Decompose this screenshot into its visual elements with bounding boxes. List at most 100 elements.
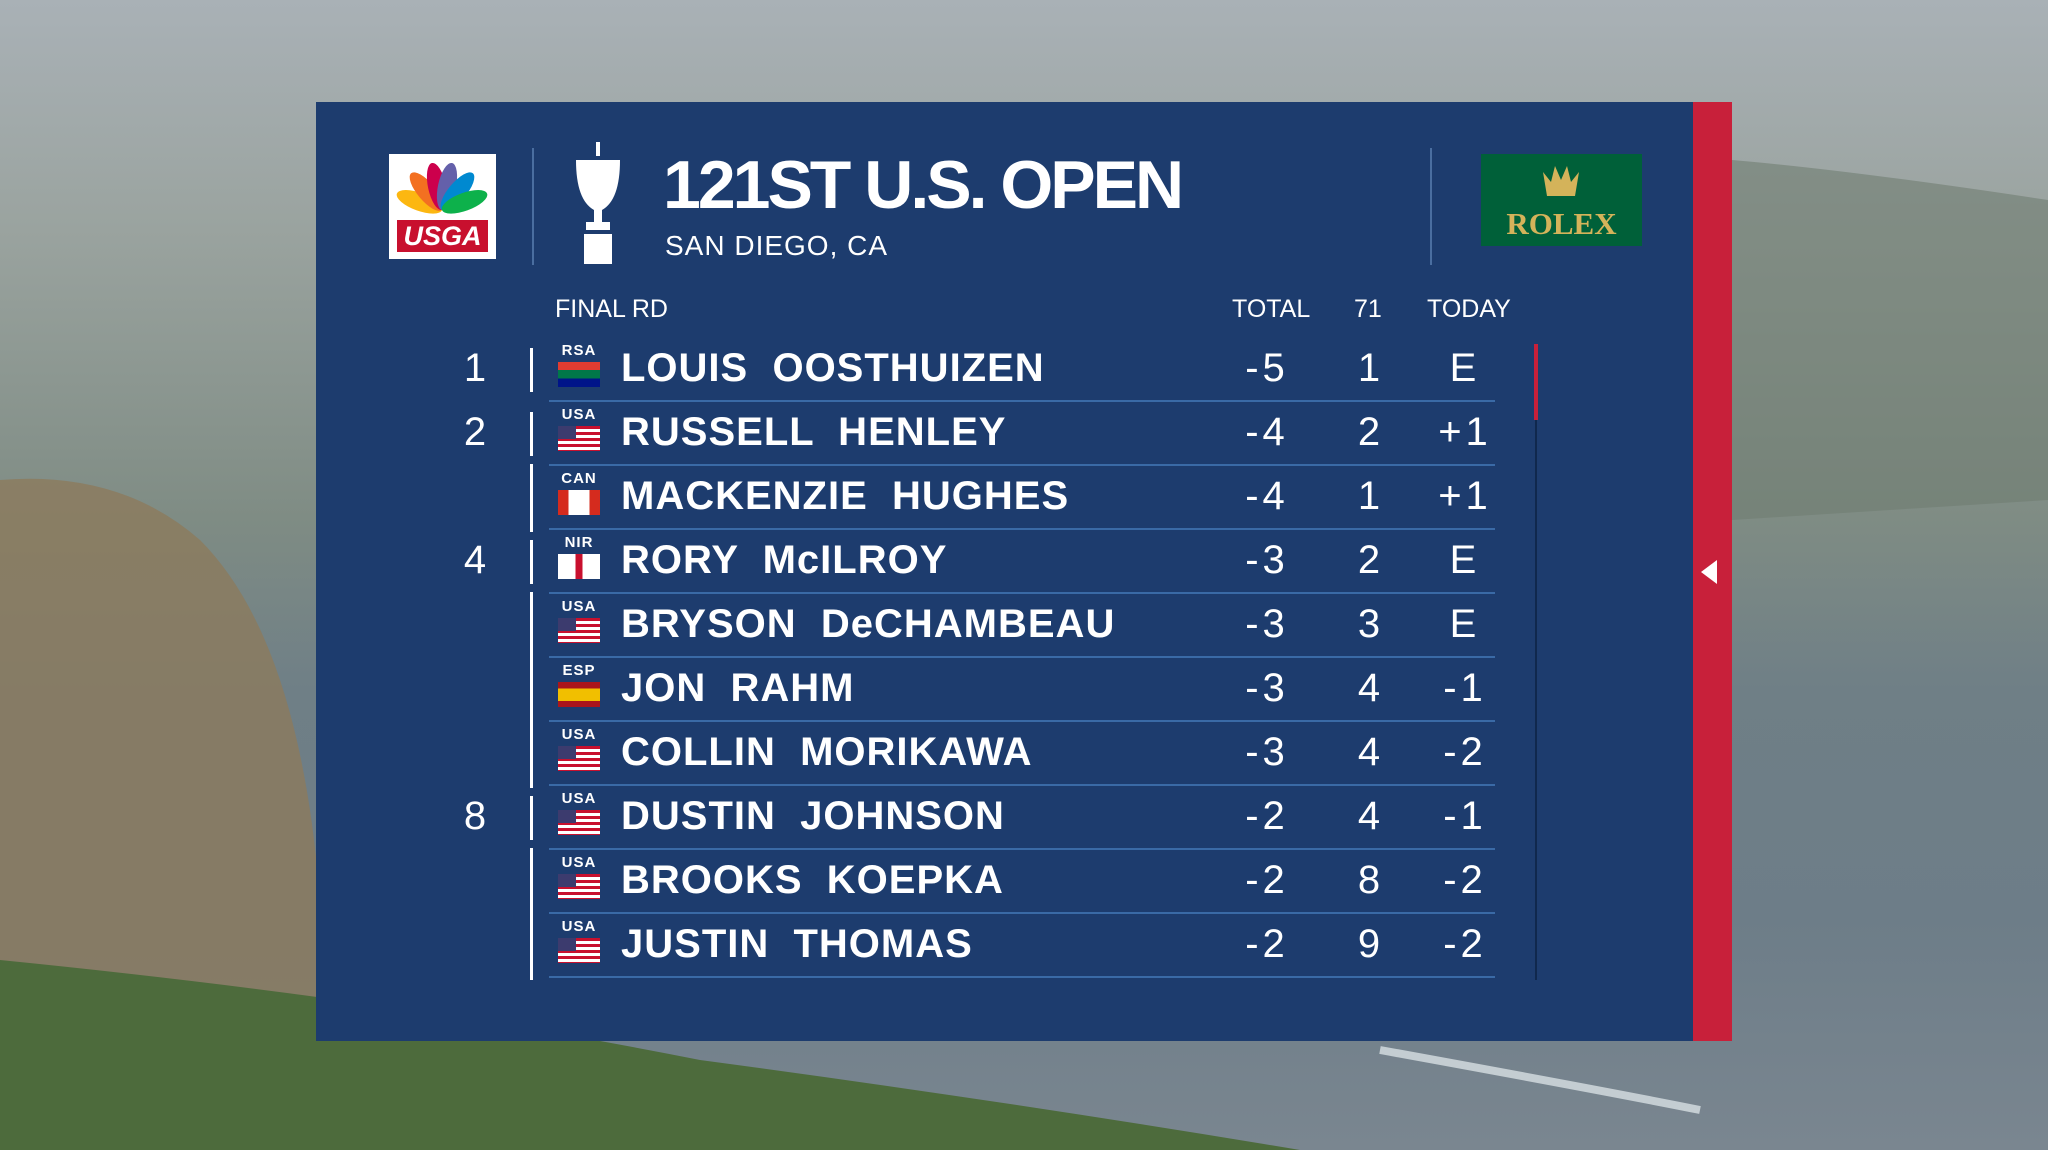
crown: [1543, 166, 1579, 196]
group-divider: [530, 912, 533, 980]
position: 2: [463, 410, 487, 454]
position: 4: [463, 538, 487, 582]
flag: [558, 490, 600, 515]
title: 121ST U.S. OPEN: [663, 147, 1184, 223]
thru: 2: [1357, 410, 1381, 454]
player-name: DUSTIN JOHNSON: [621, 794, 1005, 838]
thru: 9: [1357, 922, 1381, 966]
today-score: +1: [1438, 410, 1492, 454]
row-line: [549, 976, 1495, 978]
nbc-usga-logo: USGA: [389, 154, 496, 259]
today-score: E: [1449, 602, 1481, 646]
player-name: RORY McILROY: [621, 538, 948, 582]
today-score: -1: [1443, 794, 1487, 838]
trophy-icon: [576, 142, 620, 264]
row-line: [549, 464, 1495, 466]
position: 8: [463, 794, 487, 838]
row-line: [549, 656, 1495, 658]
player-name: MACKENZIE HUGHES: [621, 474, 1070, 518]
total-score: -3: [1245, 730, 1289, 774]
flag-canton: [558, 810, 576, 823]
total-score: -3: [1245, 666, 1289, 710]
group-divider: [530, 348, 533, 392]
row-line: [549, 784, 1495, 786]
country-code: USA: [561, 918, 597, 935]
thru: 2: [1357, 538, 1381, 582]
column-header: 71: [1354, 295, 1382, 323]
player-name: LOUIS OOSTHUIZEN: [621, 346, 1045, 390]
row-line: [549, 528, 1495, 530]
thru: 8: [1357, 858, 1381, 902]
country-code: USA: [561, 598, 597, 615]
row-line: [549, 400, 1495, 402]
total-score: -3: [1245, 538, 1289, 582]
player-name: BRYSON DeCHAMBEAU: [621, 602, 1116, 646]
total-score: -4: [1245, 474, 1289, 518]
country-code: USA: [561, 406, 597, 423]
today-score: +1: [1438, 474, 1492, 518]
group-divider: [530, 540, 533, 584]
player-name: COLLIN MORIKAWA: [621, 730, 1033, 774]
flag: [558, 554, 600, 579]
peacock: [396, 162, 488, 214]
thru: 4: [1357, 666, 1381, 710]
group-divider: [530, 656, 533, 724]
thru: 1: [1357, 474, 1381, 518]
total-score: -2: [1245, 922, 1289, 966]
flag-canton: [558, 426, 576, 439]
thru: 4: [1357, 730, 1381, 774]
group-divider: [530, 592, 533, 660]
group-divider: [530, 720, 533, 788]
usga-text: USGA: [397, 220, 488, 252]
scroll-track: [1535, 420, 1537, 980]
total-score: -3: [1245, 602, 1289, 646]
divider: [532, 148, 534, 265]
scroll-indicator: [1534, 344, 1538, 420]
subtitle: SAN DIEGO, CA: [665, 230, 889, 261]
today-score: -2: [1443, 922, 1487, 966]
player-name: RUSSELL HENLEY: [621, 410, 1007, 454]
country-code: USA: [561, 854, 597, 871]
country-code: RSA: [561, 342, 597, 359]
flag: [558, 682, 600, 707]
leaderboard-panel: [316, 102, 1693, 1041]
total-score: -2: [1245, 858, 1289, 902]
today-score: -2: [1443, 858, 1487, 902]
group-divider: [530, 412, 533, 456]
column-header: TOTAL: [1232, 295, 1311, 323]
today-score: -1: [1443, 666, 1487, 710]
country-code: USA: [561, 726, 597, 743]
rolex-text: ROLEX: [1506, 206, 1617, 241]
collapse-arrow[interactable]: [1697, 556, 1721, 588]
total-score: -2: [1245, 794, 1289, 838]
divider: [1430, 148, 1432, 265]
row-line: [549, 848, 1495, 850]
flag-canton: [558, 938, 576, 951]
row-line: [549, 912, 1495, 914]
player-name: JON RAHM: [621, 666, 855, 710]
rolex-logo: ROLEX: [1481, 154, 1642, 246]
country-code: CAN: [561, 470, 597, 487]
group-divider: [530, 796, 533, 840]
player-name: BROOKS KOEPKA: [621, 858, 1004, 902]
group-divider: [530, 464, 533, 532]
country-code: USA: [561, 790, 597, 807]
player-name: JUSTIN THOMAS: [621, 922, 973, 966]
row-line: [549, 720, 1495, 722]
country-code: NIR: [564, 534, 594, 551]
today-score: E: [1449, 346, 1481, 390]
flag-canton: [558, 618, 576, 631]
thru: 3: [1357, 602, 1381, 646]
country-code: ESP: [562, 662, 596, 679]
thru: 1: [1357, 346, 1381, 390]
column-header: TODAY: [1427, 295, 1511, 323]
total-score: -4: [1245, 410, 1289, 454]
row-line: [549, 592, 1495, 594]
flag-canton: [558, 874, 576, 887]
position: 1: [463, 346, 487, 390]
column-header: FINAL RD: [555, 295, 668, 323]
total-score: -5: [1245, 346, 1289, 390]
flag-canton: [558, 746, 576, 759]
today-score: E: [1449, 538, 1481, 582]
